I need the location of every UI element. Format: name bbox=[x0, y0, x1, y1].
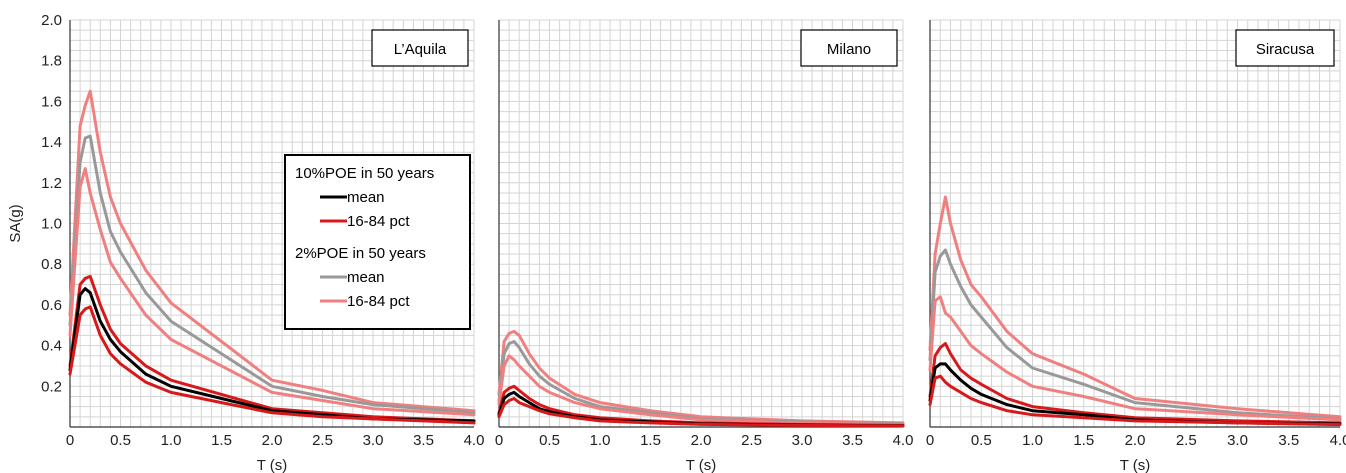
chart-title-box: Milano bbox=[800, 29, 898, 67]
y-tick-label: 1.4 bbox=[41, 134, 62, 151]
legend-entry-label: mean bbox=[347, 189, 385, 206]
series-group bbox=[928, 195, 1342, 427]
y-axis-label: SA(g) bbox=[7, 204, 24, 242]
chart-title: Siracusa bbox=[1256, 41, 1315, 58]
x-axis-label: T (s) bbox=[1120, 457, 1151, 473]
legend: 10%POE in 50 years mean 16-84 pct 2%POE in … bbox=[284, 154, 471, 330]
grid bbox=[929, 19, 1341, 428]
x-tick-label: 0 bbox=[926, 432, 934, 449]
x-tick-label: 2.5 bbox=[741, 432, 762, 449]
x-axis-label: T (s) bbox=[686, 457, 717, 473]
series-10-poe-in-50-years-84-pct bbox=[928, 342, 1342, 425]
y-tick-label: 1.2 bbox=[41, 175, 62, 192]
series-10-poe-in-50-years-16-pct bbox=[497, 397, 905, 428]
series-group bbox=[497, 329, 905, 428]
x-tick-label: 0.5 bbox=[539, 432, 560, 449]
x-tick-label: 2.0 bbox=[1125, 432, 1146, 449]
x-axis-label: T (s) bbox=[257, 457, 288, 473]
y-tick-label: 0.2 bbox=[41, 378, 62, 395]
legend-group-title: 10%POE in 50 years bbox=[295, 165, 434, 182]
series-group bbox=[68, 89, 476, 425]
series-2-poe-in-50-years-84-pct bbox=[497, 329, 905, 425]
x-tick-label: 3.5 bbox=[413, 432, 434, 449]
series-10-poe-in-50-years-mean bbox=[68, 287, 476, 423]
legend-entry-label: 16-84 pct bbox=[347, 293, 410, 310]
x-tick-label: 2.0 bbox=[262, 432, 283, 449]
chart-title: Milano bbox=[827, 41, 871, 58]
legend-frame bbox=[284, 154, 471, 330]
series-10-poe-in-50-years-16-pct bbox=[68, 305, 476, 425]
x-tick-label: 3.0 bbox=[363, 432, 384, 449]
chart-title-frame bbox=[1235, 29, 1335, 67]
legend-group-title: 2%POE in 50 years bbox=[295, 245, 426, 262]
x-tick-label: 4.0 bbox=[893, 432, 914, 449]
x-tick-label: 2.5 bbox=[1176, 432, 1197, 449]
series-2-poe-in-50-years-16-pct bbox=[497, 354, 905, 427]
x-tick-label: 1.0 bbox=[161, 432, 182, 449]
chart-panel-1: 0 0.5 1.0 1.5 2.0 2.5 3.0 3.5 4.0 0.2 0.4 0.6 0.8 1.0… bbox=[7, 12, 484, 473]
x-tick-label: 0 bbox=[66, 432, 74, 449]
series-10-poe-in-50-years-16-pct bbox=[928, 374, 1342, 427]
chart-panel-2: 0 0.5 1.0 1.5 2.0 2.5 3.0 3.5 4.0 T (s) Milano bbox=[495, 19, 914, 473]
chart-panel-3: 0 0.5 1.0 1.5 2.0 2.5 3.0 3.5 4.0 T (s) Siracusa bbox=[926, 19, 1346, 473]
y-tick-label: 0.8 bbox=[41, 256, 62, 273]
x-tick-label: 3.5 bbox=[1278, 432, 1299, 449]
x-tick-label: 2.0 bbox=[691, 432, 712, 449]
chart-title-frame bbox=[800, 29, 898, 67]
y-tick-label: 2.0 bbox=[41, 12, 62, 29]
grid bbox=[69, 19, 475, 428]
x-tick-label: 1.5 bbox=[1073, 432, 1094, 449]
x-tick-label: 0.5 bbox=[110, 432, 131, 449]
legend-entry-label: mean bbox=[347, 269, 385, 286]
x-tick-label: 2.5 bbox=[312, 432, 333, 449]
chart-title: L’Aquila bbox=[394, 41, 447, 58]
x-tick-label: 1.0 bbox=[1022, 432, 1043, 449]
series-2-poe-in-50-years-84-pct bbox=[68, 89, 476, 413]
x-tick-label: 3.0 bbox=[792, 432, 813, 449]
series-2-poe-in-50-years-mean bbox=[928, 248, 1342, 421]
y-tick-label: 0.6 bbox=[41, 297, 62, 314]
x-tick-label: 1.5 bbox=[640, 432, 661, 449]
y-tick-label: 1.8 bbox=[41, 53, 62, 70]
y-tick-label: 1.0 bbox=[41, 216, 62, 233]
x-tick-label: 3.0 bbox=[1227, 432, 1248, 449]
x-tick-label: 3.5 bbox=[842, 432, 863, 449]
x-tick-label: 1.5 bbox=[211, 432, 232, 449]
y-tick-label: 1.6 bbox=[41, 93, 62, 110]
x-tick-label: 0.5 bbox=[971, 432, 992, 449]
chart-title-frame bbox=[371, 29, 469, 67]
legend-entry-label: 16-84 pct bbox=[347, 213, 410, 230]
chart-title-box: L’Aquila bbox=[371, 29, 469, 67]
series-2-poe-in-50-years-16-pct bbox=[928, 295, 1342, 422]
x-tick-label: 4.0 bbox=[1330, 432, 1346, 449]
y-tick-label: 0.4 bbox=[41, 338, 62, 355]
grid bbox=[498, 19, 904, 428]
series-2-poe-in-50-years-16-pct bbox=[68, 167, 476, 417]
series-2-poe-in-50-years-mean bbox=[68, 134, 476, 415]
series-2-poe-in-50-years-84-pct bbox=[928, 195, 1342, 419]
series-10-poe-in-50-years-84-pct bbox=[68, 274, 476, 423]
x-tick-label: 4.0 bbox=[464, 432, 485, 449]
chart-title-box: Siracusa bbox=[1235, 29, 1335, 67]
x-tick-label: 0 bbox=[495, 432, 503, 449]
x-tick-label: 1.0 bbox=[590, 432, 611, 449]
